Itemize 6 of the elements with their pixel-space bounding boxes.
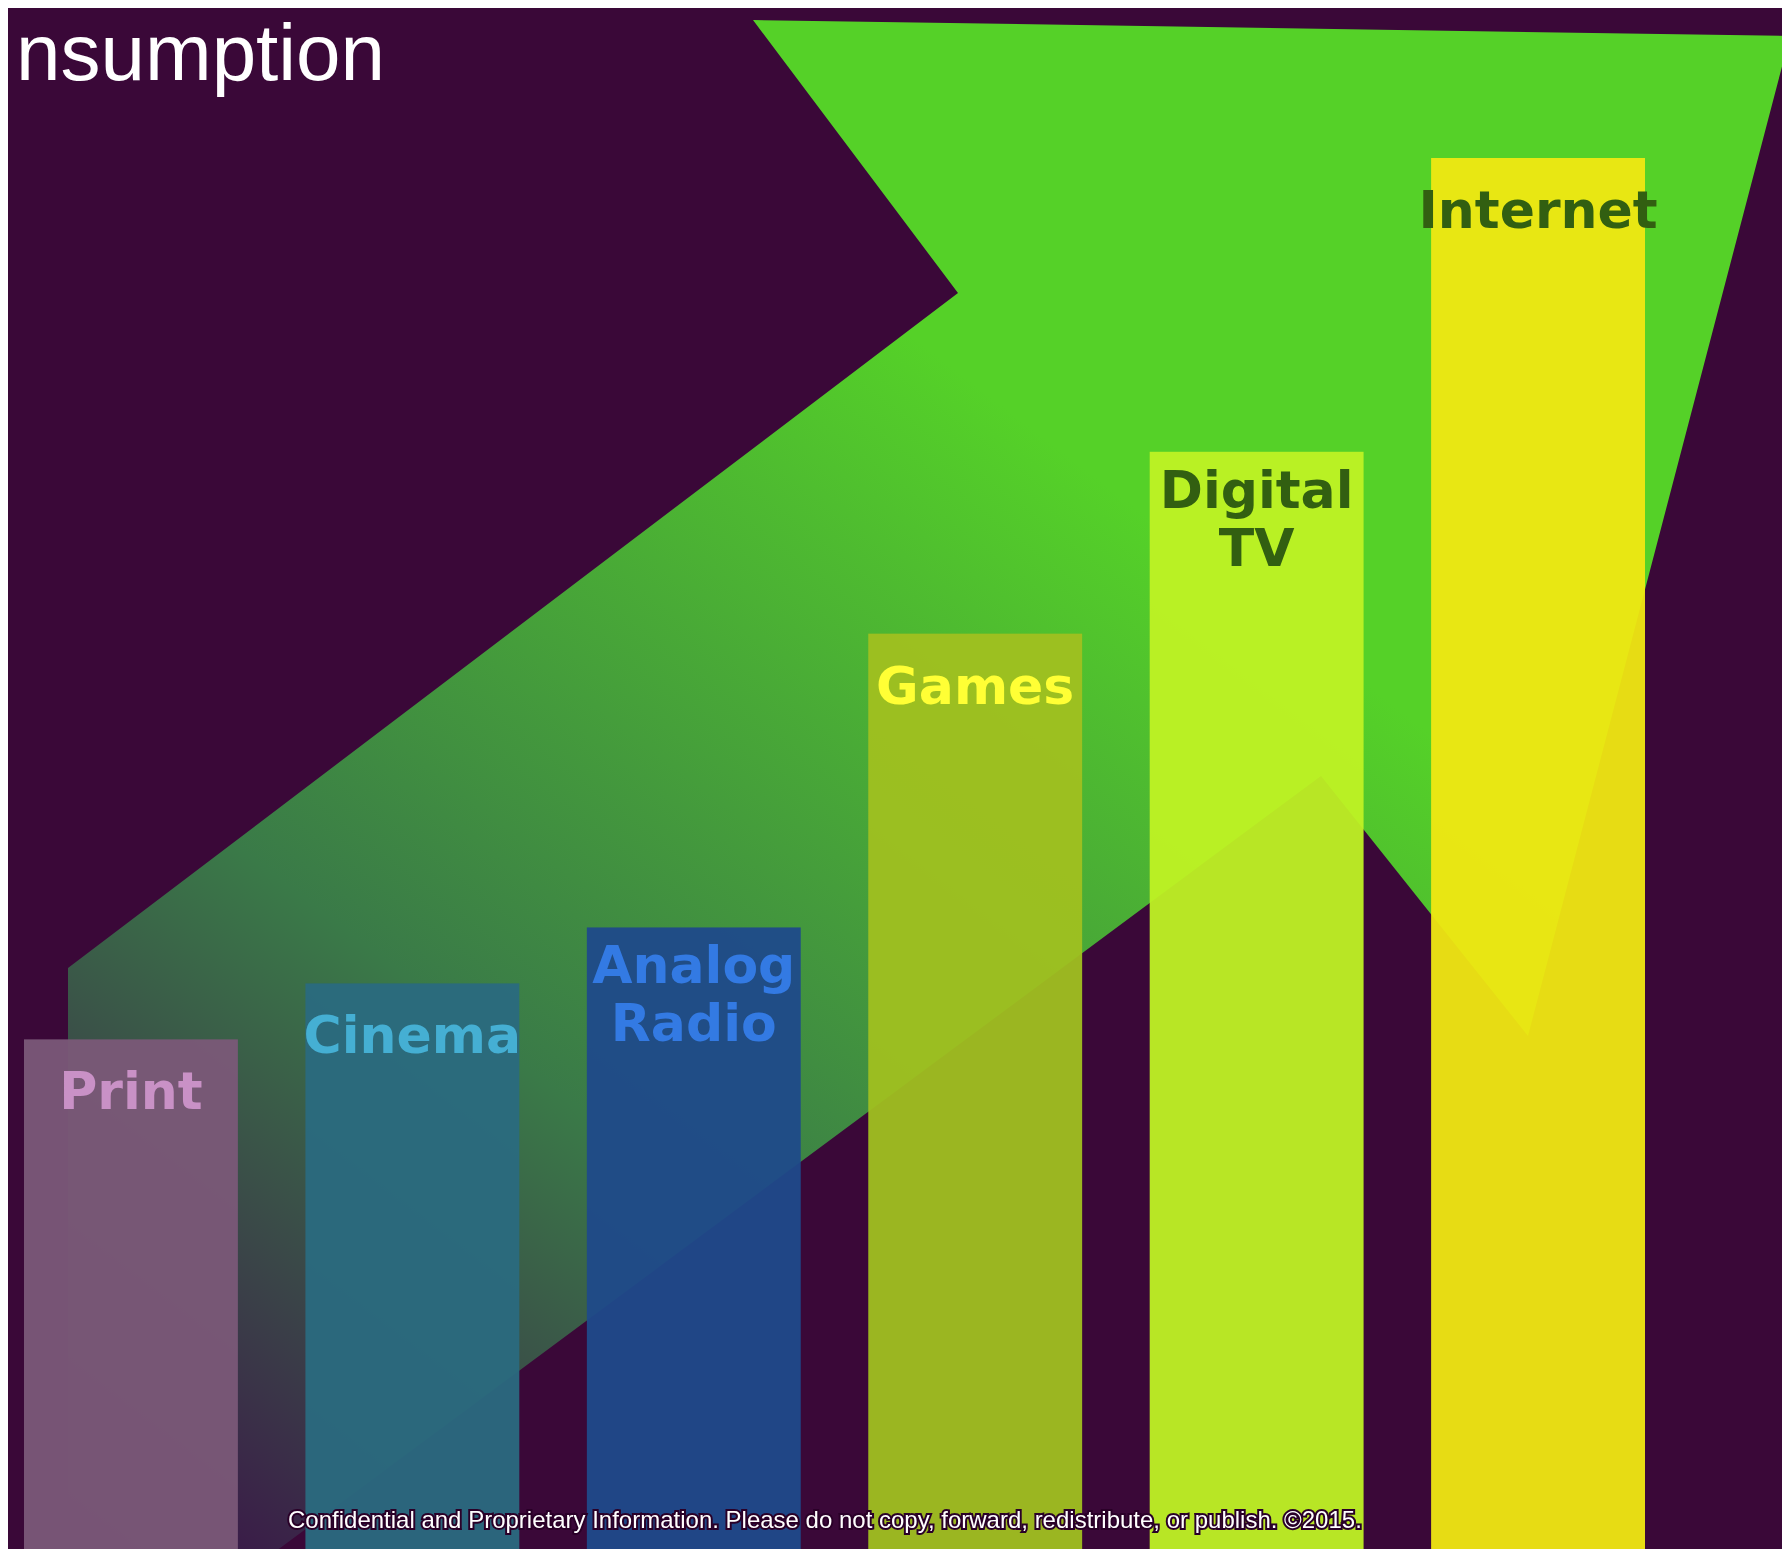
- x-tick-label: Games: [876, 655, 1075, 716]
- chart-title: nsumption: [16, 8, 386, 97]
- x-tick-label: Print: [59, 1061, 203, 1122]
- x-tick-label: Analog Radio: [592, 935, 796, 1054]
- x-tick-label: Digital TV: [1159, 459, 1354, 578]
- x-tick-label: Cinema: [303, 1005, 522, 1066]
